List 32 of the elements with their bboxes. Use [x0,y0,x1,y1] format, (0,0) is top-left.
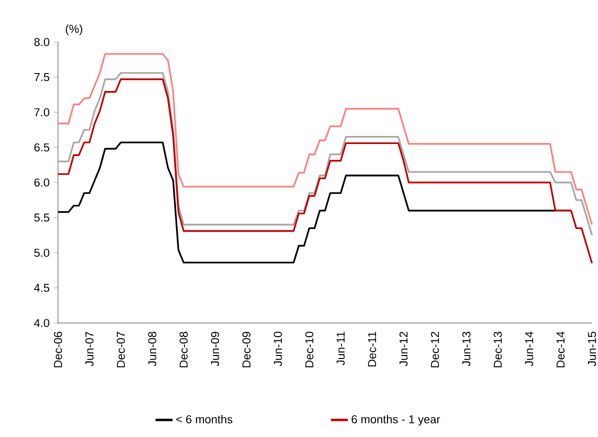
y-tick-label: 4.0 [34,318,50,328]
x-tick-label: Jun-07 [85,332,94,366]
line-series [57,78,593,264]
x-tick-label: Jun-15 [588,332,596,366]
x-tick-label: Dec-08 [180,332,188,368]
y-tick-label: 5.5 [34,214,50,222]
x-tick-label: Jun-10 [274,332,282,366]
x-tick-label: Jun-13 [462,332,470,366]
x-tick-label: Dec-13 [494,332,502,368]
line-series [57,72,593,236]
x-tick-label: Jun-08 [148,332,156,366]
y-tick-label: 6.5 [34,143,50,152]
x-tick-label: Dec-09 [242,332,251,368]
y-tick-label: 8.0 [34,38,50,46]
x-tick-label: Jun-11 [336,332,345,366]
x-tick-label: Jun-09 [211,332,220,366]
legend-label: < 6 months [176,414,232,424]
y-axis-title: (%) [66,24,82,36]
y-tick-label: 7.0 [34,108,50,116]
x-tick-label: Dec-14 [556,332,565,368]
x-tick-label: Dec-11 [368,332,376,366]
y-tick-label: 7.5 [34,73,50,82]
y-tick-label: 5.0 [34,248,50,257]
x-tick-label: Jun-14 [525,332,534,366]
x-tick-label: Dec-07 [116,332,125,368]
x-tick-label: Jun-12 [399,332,408,366]
x-tick-label: Dec-06 [54,332,62,368]
y-tick-label: 4.5 [34,284,50,292]
legend-label: 6 months - 1 year [352,414,440,426]
y-tick-label: 6.0 [34,178,50,187]
x-tick-label: Dec-10 [305,332,314,368]
x-tick-label: Dec-12 [430,332,439,368]
